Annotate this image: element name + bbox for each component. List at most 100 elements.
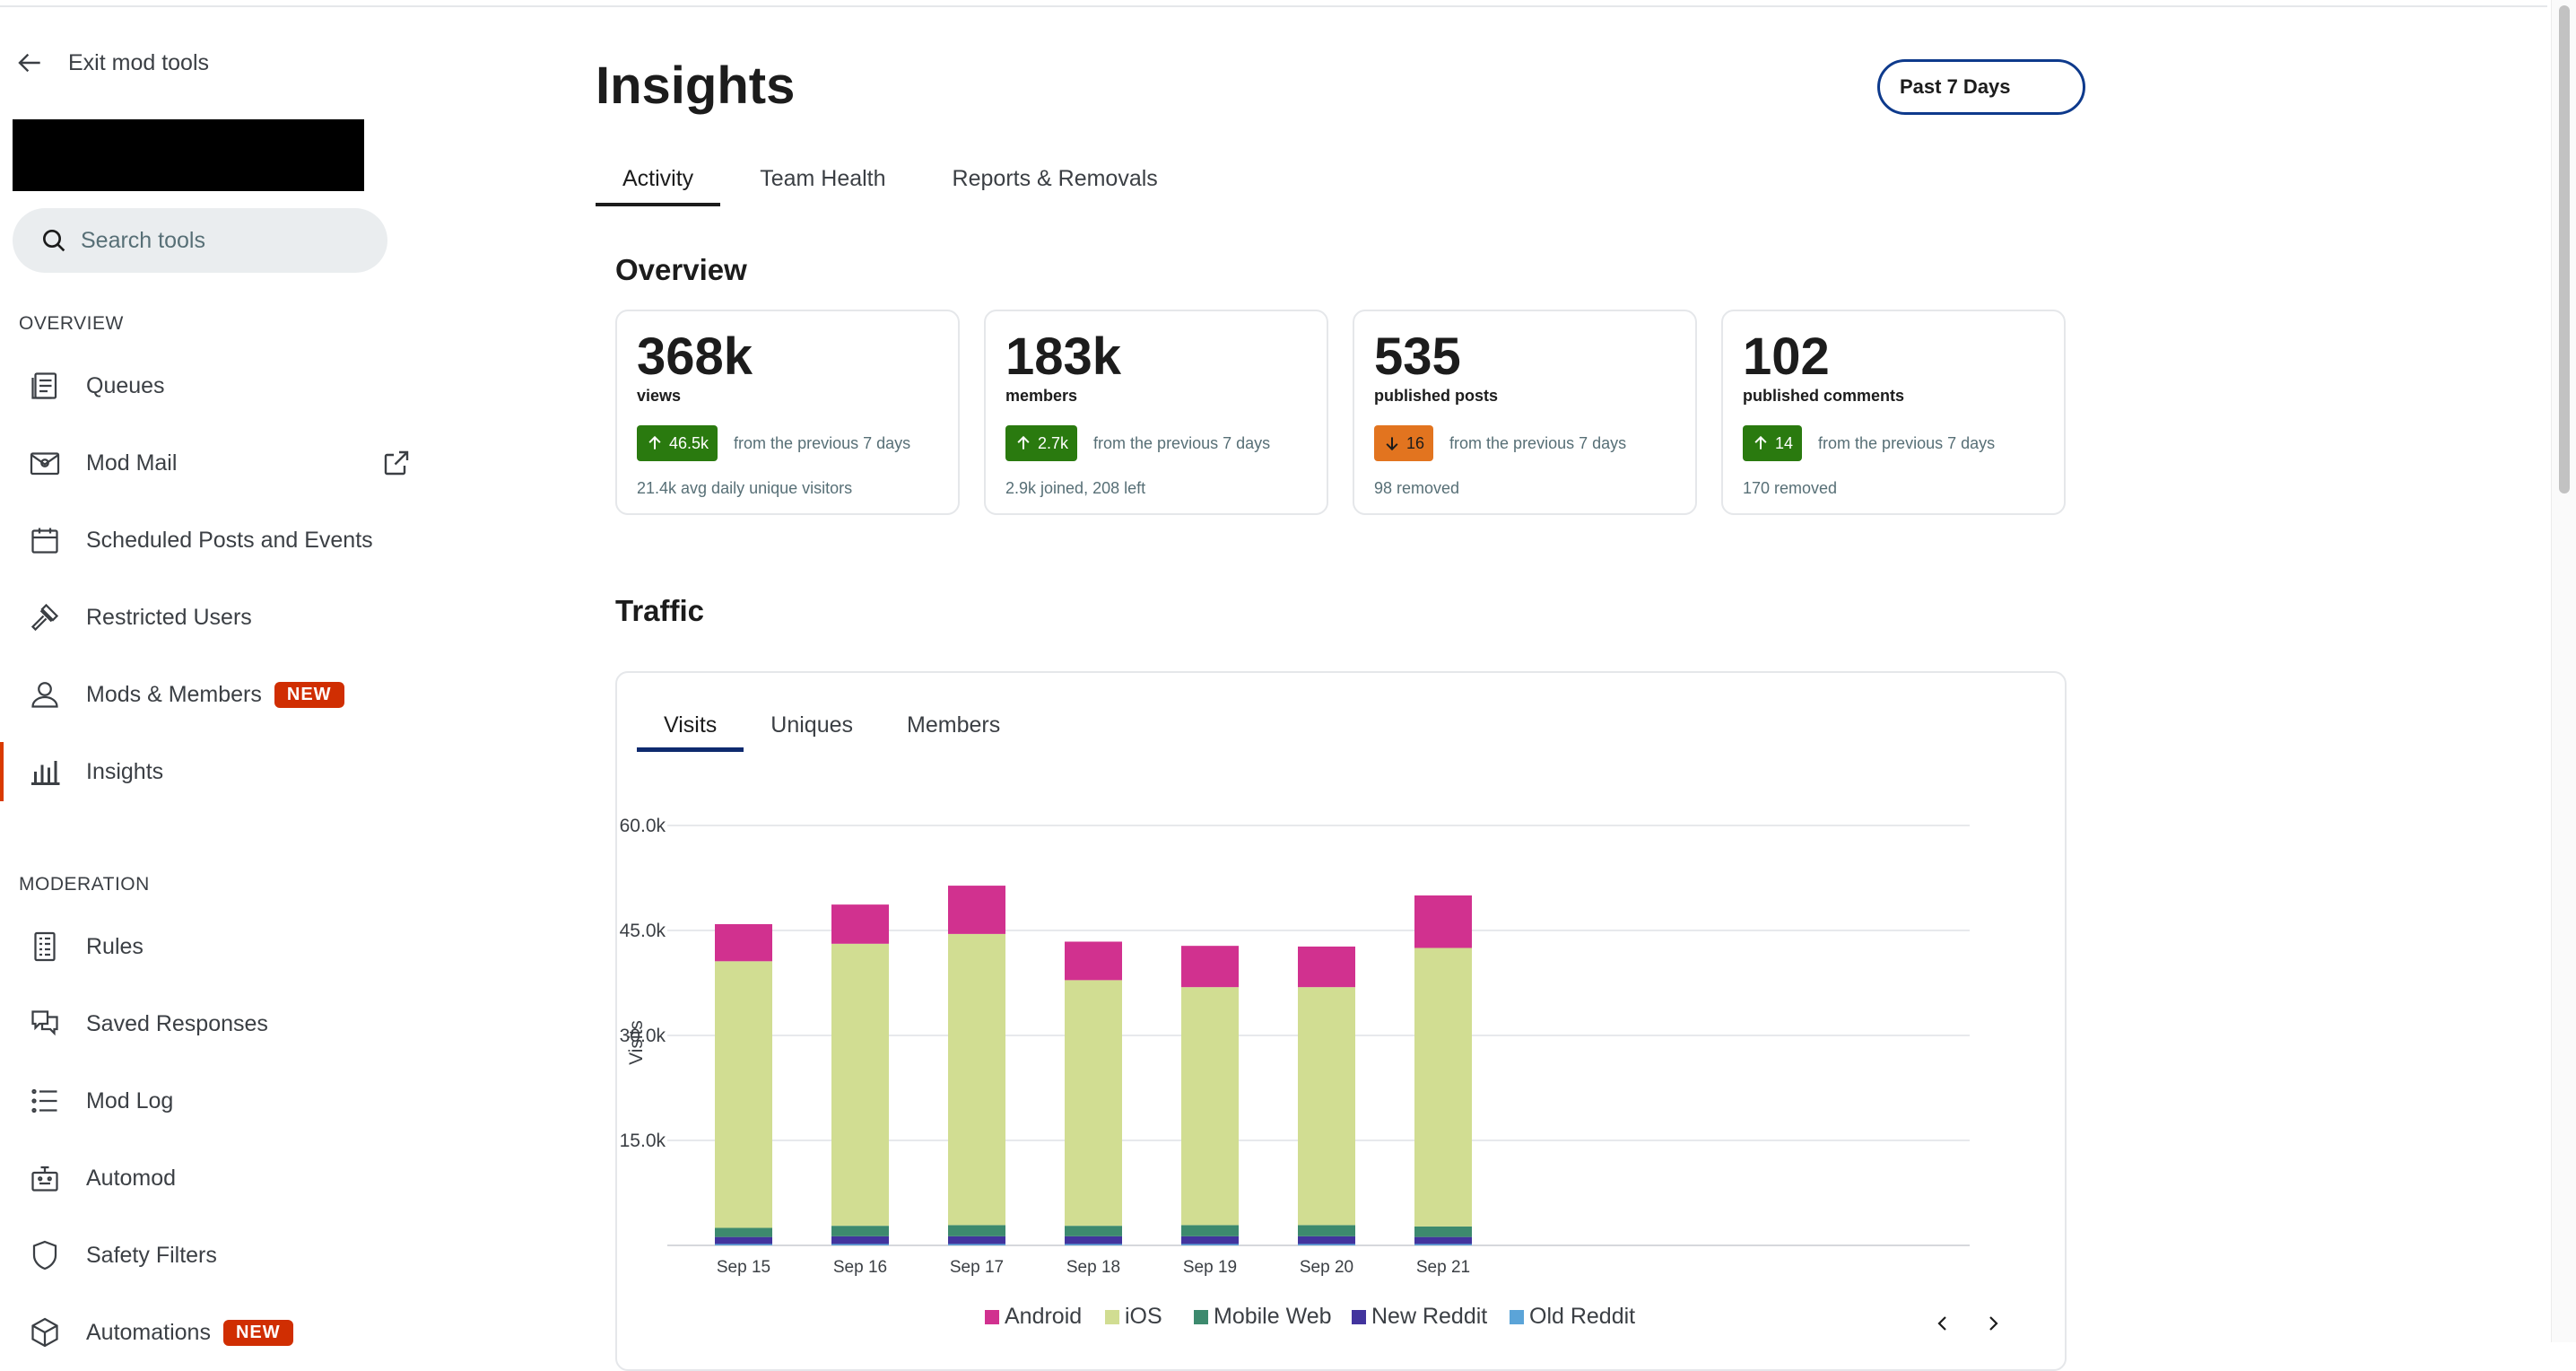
x-tick-label: Sep 19 — [1183, 1258, 1237, 1277]
bar-segment-ios — [831, 943, 889, 1227]
stat-value: 183k — [1005, 327, 1122, 386]
bar-segment-new-reddit — [1298, 1236, 1355, 1244]
bar-segment-old-reddit — [1298, 1244, 1355, 1245]
traffic-card: Visits Uniques Members 15.0k 30.0k 45.0k 60… — [615, 671, 2067, 1371]
bar-segment-ios — [1065, 980, 1122, 1227]
sidebar-item-automod[interactable]: Automod — [0, 1148, 422, 1208]
mail-icon — [27, 445, 63, 481]
sidebar-item-label: Safety Filters — [86, 1242, 217, 1268]
page-title: Insights — [596, 57, 796, 115]
y-tick-label: 60.0k — [620, 816, 666, 836]
delta-value: 2.7k — [1038, 433, 1069, 452]
bar-segment-new-reddit — [715, 1236, 772, 1244]
bar-segment-mobile-web — [1414, 1226, 1472, 1237]
bar-segment-mobile-web — [715, 1227, 772, 1237]
sidebar-item-scheduled-posts[interactable]: Scheduled Posts and Events — [0, 511, 422, 570]
overview-section-heading: OVERVIEW — [19, 313, 124, 334]
delta-badge: 46.5k — [637, 425, 718, 461]
tab-uniques[interactable]: Uniques — [770, 712, 854, 738]
page-scrollbar[interactable] — [2551, 0, 2576, 1342]
date-range-button[interactable]: Past 7 Days — [1877, 59, 2085, 115]
bar-chart-icon — [27, 754, 63, 790]
legend-swatch — [1510, 1310, 1524, 1324]
sidebar-item-rules[interactable]: Rules — [0, 917, 422, 976]
delta-value: 14 — [1775, 433, 1794, 452]
bar-segment-old-reddit — [715, 1244, 772, 1245]
stat-card-views: 368k views 46.5k from the previous 7 day… — [615, 310, 960, 515]
delta-note: from the previous 7 days — [734, 433, 911, 452]
external-link-icon[interactable] — [380, 447, 413, 479]
chart-prev-button[interactable] — [1925, 1306, 1961, 1341]
exit-mod-tools-link[interactable]: Exit mod tools — [16, 43, 209, 83]
shield-icon — [27, 1237, 63, 1273]
gavel-icon — [27, 599, 63, 635]
top-border — [0, 0, 2547, 7]
sidebar-item-label: Scheduled Posts and Events — [86, 527, 373, 553]
bar-segment-old-reddit — [1181, 1244, 1239, 1245]
delta-badge: 16 — [1374, 425, 1434, 461]
arrow-up-icon — [1017, 435, 1030, 450]
stat-label: published comments — [1743, 387, 1905, 405]
stat-card-published-comments: 102 published comments 14 from the previ… — [1721, 310, 2066, 515]
bar-segment-old-reddit — [948, 1244, 1005, 1245]
stat-subtext: 170 removed — [1743, 479, 1838, 497]
visits-chart: 15.0k 30.0k 45.0k 60.0k Visits Sep 15 Sep 16 Se… — [620, 816, 1970, 1329]
rules-icon — [27, 929, 63, 965]
delta-note: from the previous 7 days — [1818, 433, 1996, 452]
stat-card-published-posts: 535 published posts 16 from the previous… — [1353, 310, 1697, 515]
scrollbar-thumb[interactable] — [2559, 5, 2570, 493]
bar-segment-ios — [1181, 987, 1239, 1226]
delta-badge: 14 — [1743, 425, 1803, 461]
bar-segment-new-reddit — [1065, 1236, 1122, 1244]
sidebar-item-restricted-users[interactable]: Restricted Users — [0, 588, 422, 647]
bar-segment-mobile-web — [1181, 1225, 1239, 1236]
search-tools-input[interactable]: Search tools — [13, 208, 387, 273]
legend-label: Android — [1005, 1304, 1082, 1329]
tab-visits[interactable]: Visits — [637, 698, 744, 752]
stat-value: 102 — [1743, 327, 1830, 386]
bar-segment-ios — [715, 961, 772, 1228]
automations-icon — [27, 1314, 63, 1350]
robot-icon — [27, 1160, 63, 1196]
queue-icon — [27, 368, 63, 404]
members-icon — [27, 677, 63, 712]
bar-segment-android — [1298, 946, 1355, 988]
chart-next-button[interactable] — [1975, 1306, 2011, 1341]
stat-value: 535 — [1374, 327, 1461, 386]
sidebar-item-label: Mod Mail — [86, 450, 178, 476]
stat-value: 368k — [637, 327, 753, 386]
stat-subtext: 2.9k joined, 208 left — [1005, 479, 1146, 497]
bar-segment-old-reddit — [1065, 1244, 1122, 1245]
x-tick-label: Sep 20 — [1300, 1258, 1353, 1277]
sidebar-item-queues[interactable]: Queues — [0, 356, 422, 415]
bar-segment-android — [1065, 941, 1122, 981]
bar-segment-android — [831, 904, 889, 944]
bar-segment-ios — [948, 933, 1005, 1226]
traffic-heading: Traffic — [615, 594, 705, 627]
sidebar-item-mods-members[interactable]: Mods & Members NEW — [0, 665, 422, 724]
moderation-section-heading: MODERATION — [19, 874, 150, 895]
overview-heading: Overview — [615, 253, 747, 286]
stat-subtext: 98 removed — [1374, 479, 1460, 497]
arrow-left-icon — [18, 53, 40, 73]
sidebar-item-insights[interactable]: Insights — [0, 742, 422, 801]
traffic-tabs: Visits Uniques Members — [637, 698, 1027, 752]
y-axis-label: Visits — [626, 1020, 647, 1065]
delta-badge: 2.7k — [1005, 425, 1078, 461]
sidebar-item-safety-filters[interactable]: Safety Filters — [0, 1226, 422, 1285]
sidebar-item-mod-log[interactable]: Mod Log — [0, 1071, 422, 1131]
tab-reports-removals[interactable]: Reports & Removals — [952, 165, 1158, 191]
sidebar-item-saved-responses[interactable]: Saved Responses — [0, 994, 422, 1053]
bar-segment-new-reddit — [1414, 1236, 1472, 1244]
tab-activity[interactable]: Activity — [596, 151, 721, 206]
sidebar-item-mod-mail[interactable]: Mod Mail — [0, 433, 422, 493]
bar-segment-new-reddit — [948, 1236, 1005, 1244]
delta-note: from the previous 7 days — [1093, 433, 1271, 452]
stat-card-members: 183k members 2.7k from the previous 7 da… — [984, 310, 1328, 515]
tab-team-health[interactable]: Team Health — [760, 165, 886, 191]
sidebar-item-automations[interactable]: Automations NEW — [0, 1303, 422, 1362]
stat-subtext: 21.4k avg daily unique visitors — [637, 479, 853, 497]
calendar-icon — [27, 522, 63, 558]
y-tick-label: 45.0k — [620, 921, 666, 941]
tab-members[interactable]: Members — [907, 712, 1001, 738]
